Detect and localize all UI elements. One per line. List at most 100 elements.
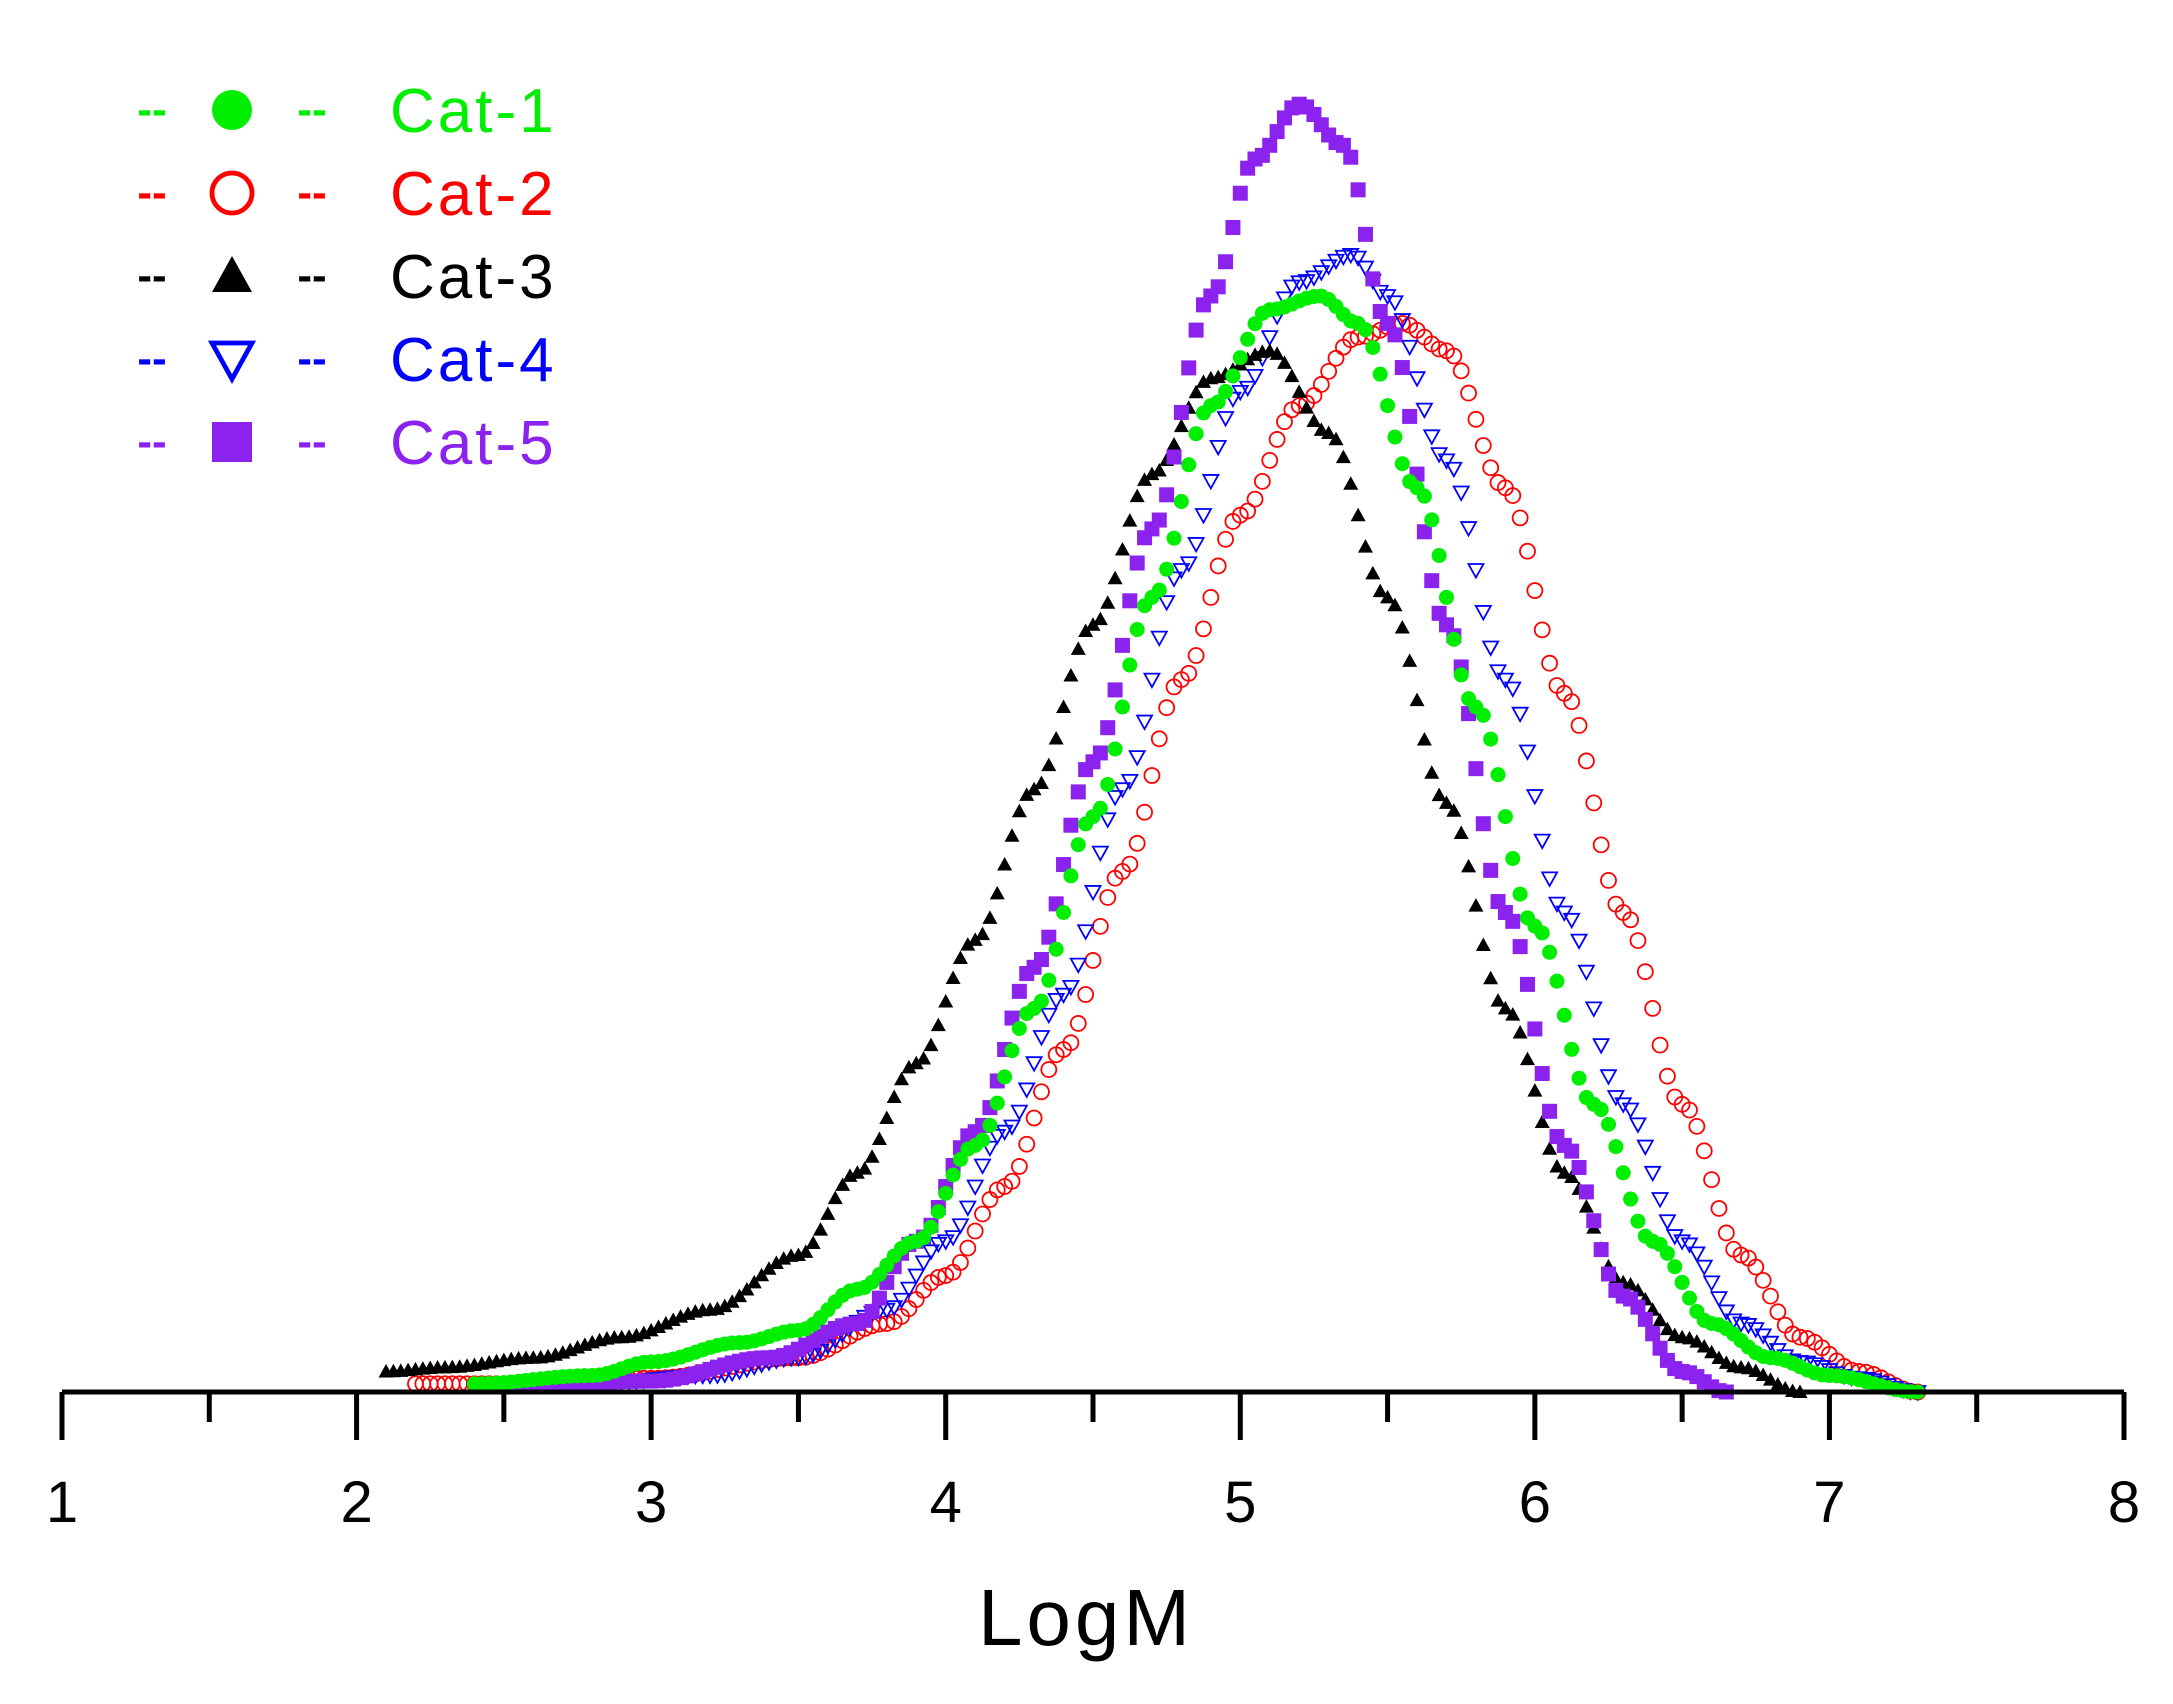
data-point [1437, 453, 1456, 470]
data-point [835, 1177, 851, 1191]
data-point [1151, 462, 1167, 477]
data-point [1519, 976, 1535, 992]
data-point [1387, 327, 1403, 343]
data-point [1511, 509, 1529, 527]
data-point [1659, 1321, 1675, 1336]
x-tick-label: 2 [340, 1470, 372, 1535]
data-point [1380, 398, 1396, 414]
data-point [1033, 993, 1049, 1009]
data-point [871, 1131, 887, 1145]
data-point [1402, 653, 1418, 667]
data-point [1173, 494, 1189, 509]
data-point [1422, 429, 1441, 446]
data-point [1195, 374, 1211, 388]
data-point [1299, 400, 1315, 414]
data-point [1540, 871, 1559, 888]
data-point [857, 1161, 873, 1175]
data-point [1402, 408, 1418, 424]
data-point [1571, 1070, 1587, 1086]
data-point [1527, 1021, 1543, 1037]
data-point [989, 885, 1005, 900]
legend-label: Cat-5 [390, 409, 557, 478]
data-point [1601, 1116, 1616, 1132]
data-point [1276, 355, 1292, 369]
data-point [1438, 795, 1454, 809]
data-point [1563, 693, 1581, 711]
data-point [1497, 809, 1513, 825]
legend-dash: -- [137, 334, 166, 383]
data-point [1166, 530, 1182, 546]
data-point [1534, 925, 1550, 941]
data-point [871, 1290, 887, 1306]
data-point [1652, 1340, 1668, 1356]
data-point [1262, 137, 1278, 153]
data-point [1739, 1318, 1758, 1335]
data-point [1150, 630, 1169, 648]
data-point [1159, 487, 1175, 503]
data-point [1195, 620, 1212, 638]
data-point [1033, 1083, 1050, 1101]
data-point [1599, 1069, 1618, 1086]
data-point [1444, 461, 1463, 479]
data-point [1674, 1274, 1690, 1290]
data-point [981, 1191, 999, 1208]
data-point [1644, 1000, 1662, 1017]
data-point [1628, 1117, 1647, 1134]
data-point [1260, 330, 1279, 347]
data-point [1350, 507, 1366, 522]
data-point [1505, 913, 1521, 929]
data-point [1564, 1169, 1580, 1183]
data-point [1475, 707, 1491, 723]
data-point [1651, 1192, 1670, 1209]
data-point [980, 1140, 999, 1158]
data-point [1166, 449, 1182, 465]
data-point [1483, 862, 1499, 878]
data-point [1335, 137, 1351, 153]
data-point [820, 1206, 836, 1220]
data-point [1474, 605, 1493, 622]
data-point [1482, 459, 1500, 477]
data-point [908, 1055, 924, 1070]
data-point [1343, 476, 1359, 490]
data-point [1010, 1158, 1028, 1175]
data-point [959, 1239, 977, 1257]
data-point [1541, 654, 1558, 672]
data-point [894, 1071, 910, 1086]
data-point [1695, 1259, 1714, 1277]
legend-item-cat-5: -- -- Cat-5 [137, 409, 557, 478]
data-point [1372, 366, 1388, 382]
data-point [1623, 1191, 1639, 1207]
data-point [1534, 1114, 1550, 1129]
data-point [1181, 457, 1197, 473]
data-point [1416, 524, 1432, 540]
data-point [1689, 1334, 1705, 1348]
data-point [1328, 431, 1344, 446]
data-point [958, 1200, 977, 1217]
data-point [1387, 429, 1403, 445]
x-axis-title: LogM [978, 1573, 1194, 1662]
data-point [1585, 794, 1603, 812]
data-point [1630, 1213, 1646, 1229]
data-point [1711, 1350, 1727, 1365]
data-point [1562, 912, 1581, 930]
data-point [1393, 313, 1412, 330]
data-point [1284, 368, 1300, 383]
data-point [936, 1234, 955, 1251]
data-point [930, 1204, 946, 1220]
data-point [1269, 346, 1285, 360]
data-point [1076, 924, 1095, 941]
data-point [1173, 404, 1189, 420]
data-point [1107, 570, 1123, 585]
series-cat-4 [583, 248, 1927, 1402]
legend-marker [209, 170, 255, 216]
data-point [1593, 1102, 1609, 1118]
data-point [1636, 963, 1654, 981]
data-point [1350, 182, 1366, 198]
data-point [1164, 571, 1184, 588]
data-point [1210, 279, 1226, 295]
data-point [1041, 929, 1057, 945]
data-point [1187, 537, 1206, 554]
data-point [1497, 1000, 1513, 1015]
data-point [1747, 1258, 1765, 1276]
data-point [1135, 714, 1154, 731]
